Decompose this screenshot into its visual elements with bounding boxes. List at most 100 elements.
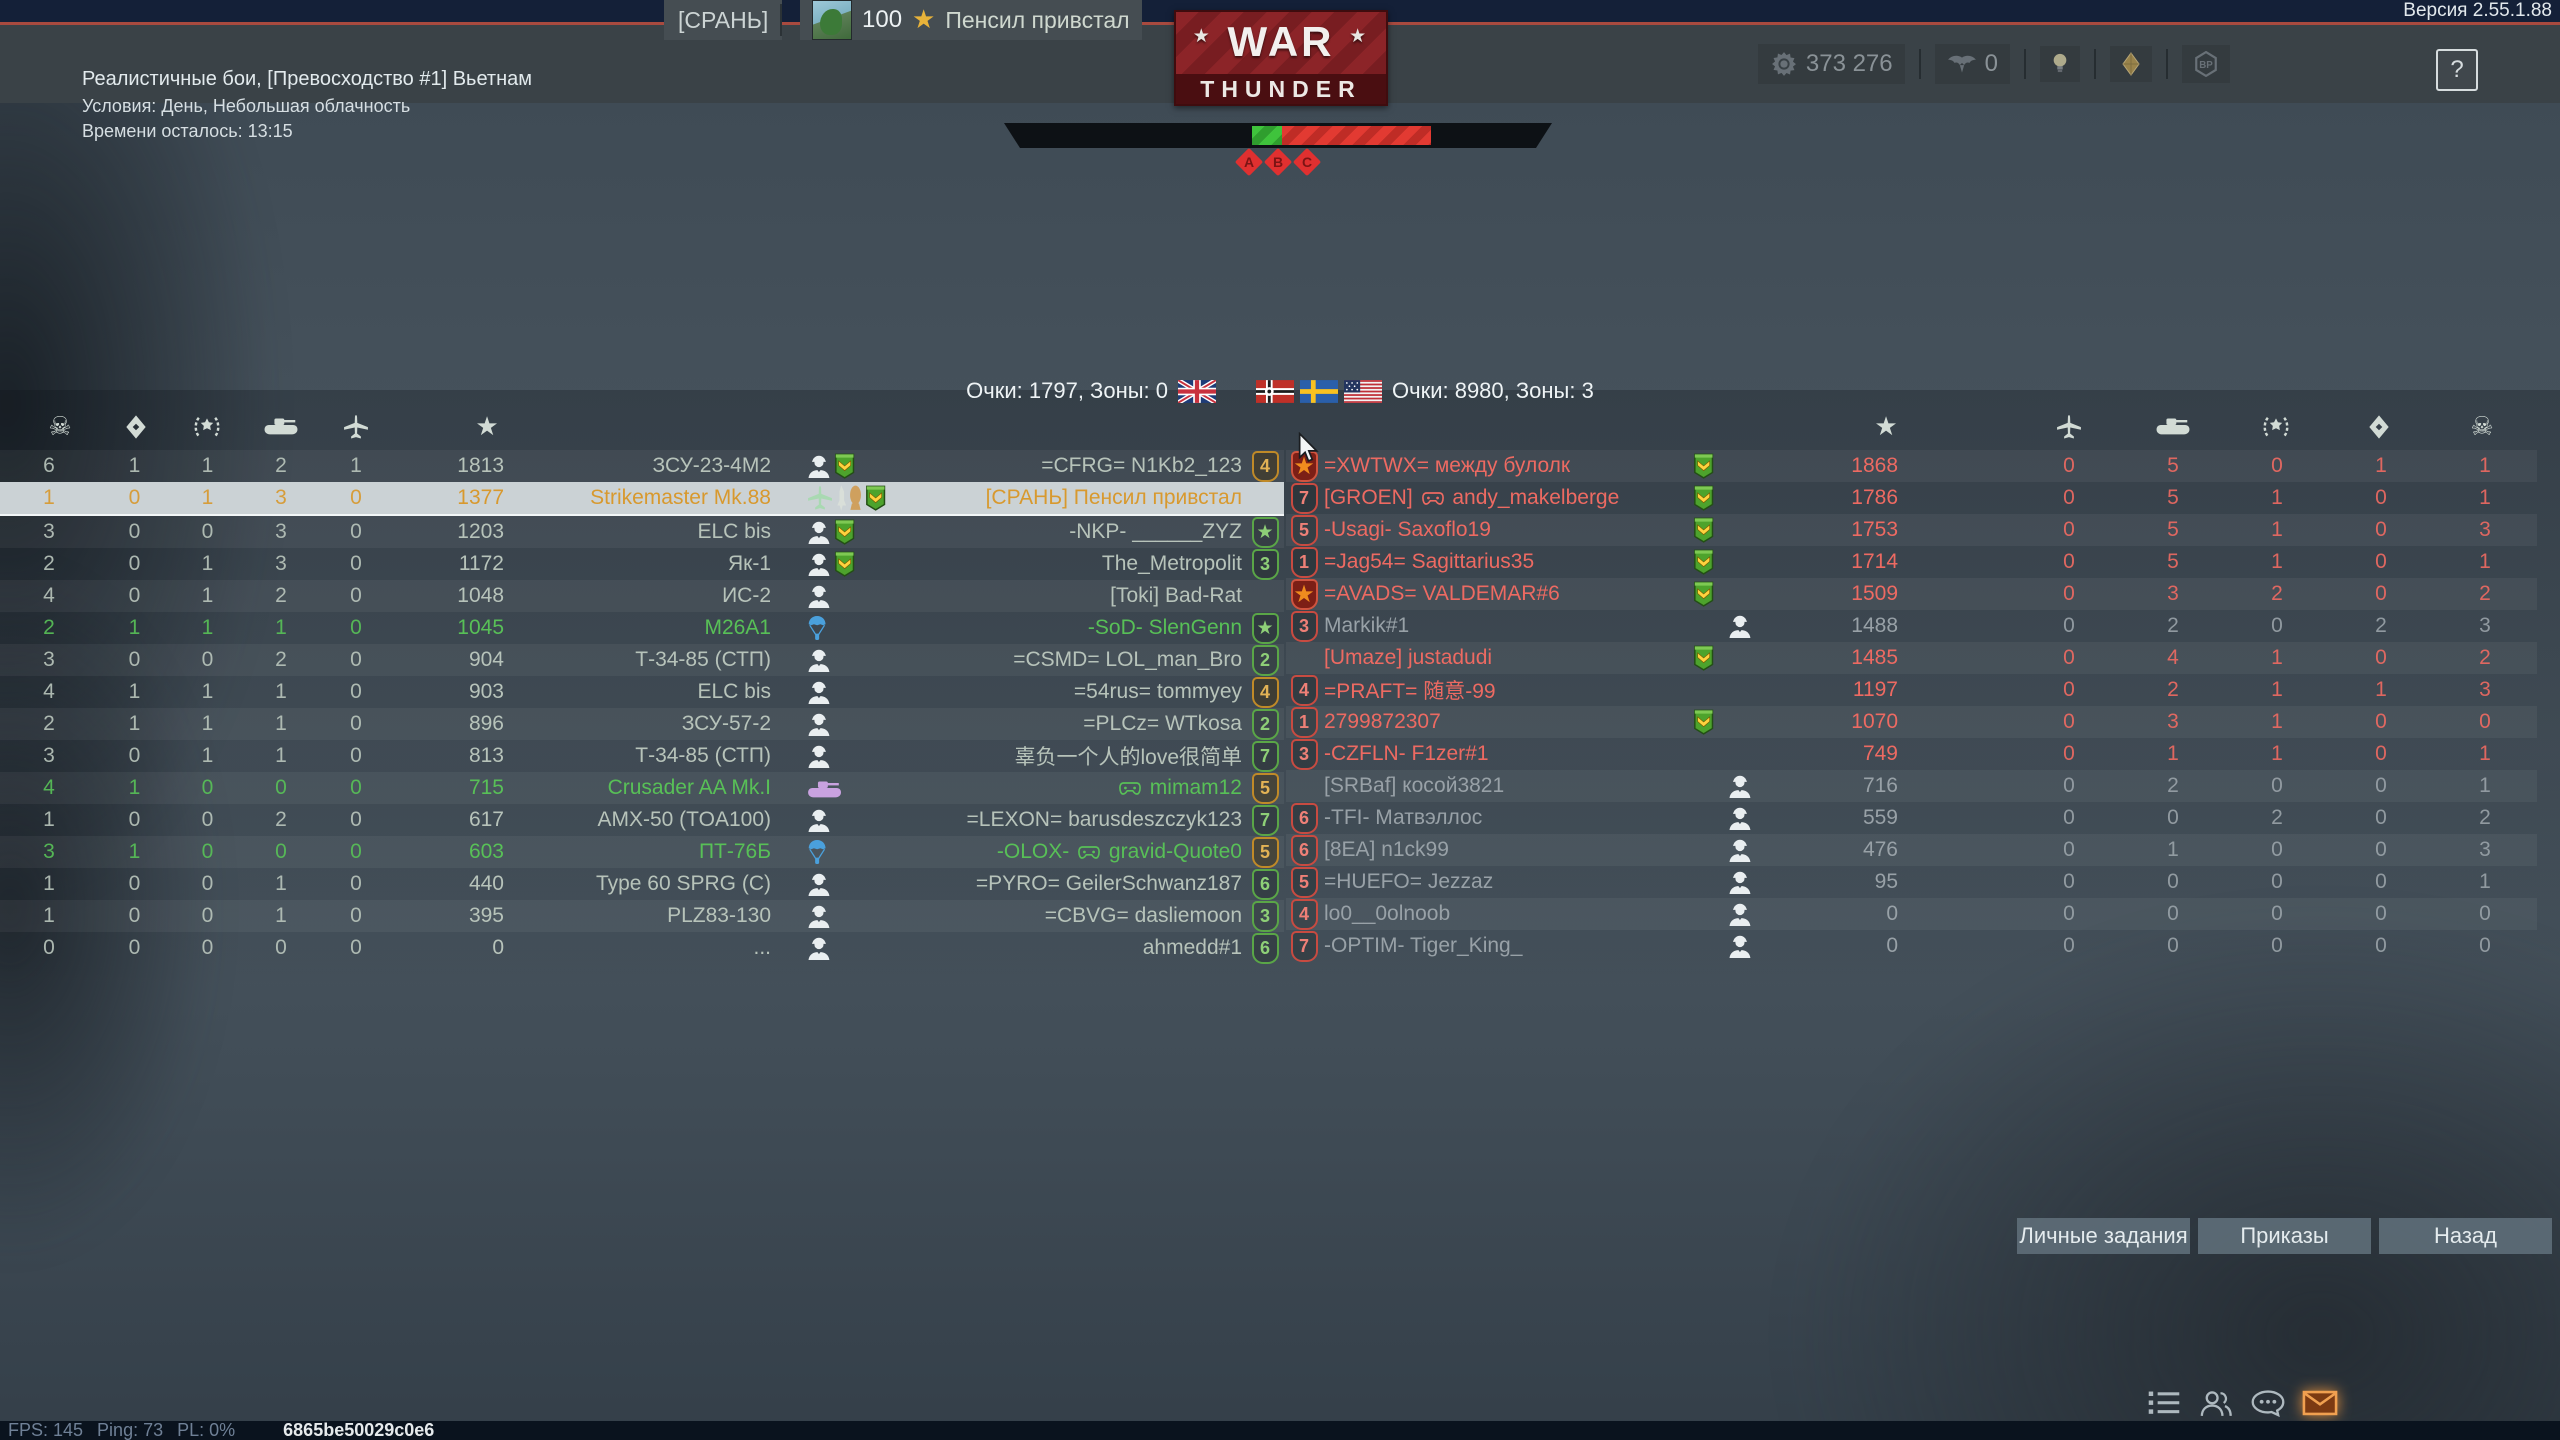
player-name[interactable]: -NKP- ______ZYZ <box>1069 520 1242 543</box>
ally-row[interactable]: 4 0 1 2 0 1048 ИС-2 [Toki] Bad-Rat <box>0 580 1284 612</box>
player-name[interactable]: =54rus= tommyey <box>1073 680 1242 703</box>
ally-row[interactable]: 4 1 1 1 0 903 ELC bis =54rus= tommyey 4 <box>0 676 1284 708</box>
battle-log-button[interactable] <box>2146 1385 2182 1421</box>
ground-kills-value: 5 <box>2167 518 2179 541</box>
player-name[interactable]: =XWTWX= между булолк <box>1324 454 1571 477</box>
enemy-row[interactable]: 6 [8EA] n1ck99 476 0 1 0 0 3 <box>1286 834 2537 866</box>
enemy-row[interactable]: ★ =AVADS= VALDEMAR#6 1509 0 3 2 0 2 <box>1286 578 2537 610</box>
clan-tag[interactable]: [СРАНЬ] <box>664 0 783 40</box>
ally-row[interactable]: 1 0 0 2 0 617 AMX-50 (TOA100) =LEXON= barusd… <box>0 804 1284 836</box>
player-name[interactable]: =PYRO= GeilerSchwanz187 <box>975 872 1242 895</box>
logo-star-left-icon: ★ <box>1192 25 1213 47</box>
silver-lions-balance[interactable]: 373 276 <box>1757 44 1905 84</box>
player-name[interactable]: =LEXON= barusdeszczyk123 <box>966 808 1242 831</box>
ally-row[interactable]: 3 1 0 0 0 603 ПТ-76Б -OLOX- gravid-Quote0 5 <box>0 836 1284 868</box>
currency-separator <box>1918 49 1921 79</box>
ally-row[interactable]: 1 0 1 3 0 1377 Strikemaster Mk.88 [СРАНЬ] Пе… <box>0 482 1284 516</box>
score-value: 0 <box>492 936 504 959</box>
parachute-icon <box>807 615 827 641</box>
player-name[interactable]: =CFRG= N1Kb2_123 <box>1041 454 1242 477</box>
rocket-icon <box>836 485 847 511</box>
enemy-row[interactable]: 1 2799872307 1070 0 3 1 0 0 <box>1286 706 2537 738</box>
back-button[interactable]: Назад <box>2379 1218 2552 1254</box>
enemy-row[interactable]: ★ =XWTWX= между булолк 1868 0 5 0 1 1 <box>1286 450 2537 482</box>
player-name[interactable]: lo0__0olnoob <box>1324 902 1451 925</box>
player-name[interactable]: =CSMD= LOL_man_Bro <box>1013 648 1242 671</box>
premium-gem[interactable] <box>2110 46 2152 82</box>
player-name[interactable]: =AVADS= VALDEMAR#6 <box>1324 582 1560 605</box>
ally-row[interactable]: 6 1 1 2 1 1813 ЗСУ-23-4М2 =CFRG= N1Kb2_123 4 <box>0 450 1284 482</box>
enemy-row[interactable]: [SRBaf] косой3821 716 0 2 0 0 1 <box>1286 770 2537 802</box>
orders-button[interactable]: Приказы <box>2198 1218 2371 1254</box>
enemy-row[interactable]: 4 lo0__0olnoob 0 0 0 0 0 0 <box>1286 898 2537 930</box>
player-name[interactable]: [SRBaf] косой3821 <box>1324 774 1505 797</box>
assists-value: 0 <box>2271 838 2283 861</box>
contacts-button[interactable] <box>2198 1385 2234 1421</box>
player-name[interactable]: -OPTIM- Tiger_King_ <box>1324 934 1523 957</box>
ally-row[interactable]: 2 1 1 1 0 1045 M26A1 -SoD- SlenGenn ★ <box>0 612 1284 644</box>
background-hill <box>1780 900 2560 1440</box>
player-name[interactable]: -Usagi- Saxoflo19 <box>1324 518 1491 541</box>
player-name[interactable]: Markik#1 <box>1324 614 1410 637</box>
player-name[interactable]: =PRAFT= 随意-99 <box>1324 680 1496 703</box>
ally-row[interactable]: 0 0 0 0 0 0 ... ahmedd#1 6 <box>0 932 1284 964</box>
enemy-row[interactable]: [Umaze] justadudi 1485 0 4 1 0 2 <box>1286 642 2537 674</box>
player-name[interactable]: 2799872307 <box>1324 710 1441 733</box>
player-name[interactable]: The_Metropolit <box>1101 552 1242 575</box>
enemy-row[interactable]: 3 Markik#1 1488 0 2 0 2 3 <box>1286 610 2537 642</box>
player-name[interactable]: [Toki] Bad-Rat <box>1110 584 1242 607</box>
chat-button[interactable] <box>2250 1385 2286 1421</box>
deaths-value: 3 <box>43 520 55 543</box>
enemy-row[interactable]: 4 =PRAFT= 随意-99 1197 0 2 1 1 3 <box>1286 674 2537 706</box>
player-name[interactable]: 辜负一个人的love很简单 <box>1014 746 1242 769</box>
ally-row[interactable]: 2 0 1 3 0 1172 Як-1 The_Metropolit 3 <box>0 548 1284 580</box>
ally-row[interactable]: 2 1 1 1 0 896 ЗСУ-57-2 =PLCz= WTkosa 2 <box>0 708 1284 740</box>
air-kills-value: 0 <box>2063 550 2075 573</box>
personal-tasks-button[interactable]: Личные задания <box>2017 1218 2190 1254</box>
enemy-row[interactable]: 6 -TFI- Матвэллос 559 0 0 2 0 2 <box>1286 802 2537 834</box>
ally-row[interactable]: 1 0 0 1 0 395 PLZ83-130 =CBVG= dasliemoon 3 <box>0 900 1284 932</box>
ally-row[interactable]: 3 0 0 2 0 904 Т-34-85 (СТП) =CSMD= LOL_man_B… <box>0 644 1284 676</box>
player-name[interactable]: -OLOX- gravid-Quote0 <box>996 840 1242 863</box>
player-profile[interactable]: 100 ★ Пенсил привстал <box>800 0 1142 40</box>
ally-row[interactable]: 4 1 0 0 0 715 Crusader AA Mk.I mimam12 5 <box>0 772 1284 804</box>
player-name[interactable]: =PLCz= WTkosa <box>1083 712 1242 735</box>
player-name[interactable]: [СРАНЬ] Пенсил привстал <box>985 486 1242 509</box>
ground-kills-value: 2 <box>275 454 287 477</box>
player-name[interactable]: =CBVG= dasliemoon <box>1044 904 1242 927</box>
mail-button[interactable] <box>2302 1385 2338 1421</box>
player-name[interactable]: =Jag54= Sagittarius35 <box>1324 550 1535 573</box>
assists-value: 0 <box>2271 774 2283 797</box>
enemy-row[interactable]: 5 =HUEFO= Jezzaz 95 0 0 0 0 1 <box>1286 866 2537 898</box>
status-icons <box>779 453 879 479</box>
player-name[interactable]: [Umaze] justadudi <box>1324 646 1493 669</box>
prestige-badge: 5 <box>1251 836 1279 868</box>
player-name[interactable]: [8EA] n1ck99 <box>1324 838 1449 861</box>
prestige-badge: 4 <box>1251 676 1279 708</box>
help-button[interactable]: ? <box>2436 49 2478 91</box>
research-points[interactable] <box>2040 46 2080 82</box>
enemies-table: ★ =XWTWX= между булолк 1868 0 5 0 1 1 7 [GRO… <box>1286 450 2537 962</box>
player-name[interactable]: [GROEN] andy_makelberge <box>1324 486 1620 509</box>
captures-value: 0 <box>2375 902 2387 925</box>
player-name[interactable]: -SoD- SlenGenn <box>1087 616 1242 639</box>
ally-row[interactable]: 1 0 0 1 0 440 Type 60 SPRG (C) =PYRO= Geiler… <box>0 868 1284 900</box>
player-name[interactable]: -CZFLN- F1zer#1 <box>1324 742 1489 765</box>
battle-pass[interactable]: BP <box>2182 45 2230 83</box>
ally-row[interactable]: 3 0 0 3 0 1203 ELC bis -NKP- ______ZYZ ★ <box>0 516 1284 548</box>
player-name[interactable]: ahmedd#1 <box>1142 936 1242 959</box>
ground-kills-value: 0 <box>2167 870 2179 893</box>
golden-eagles-balance[interactable]: 0 <box>1934 44 2010 84</box>
player-name[interactable]: -TFI- Матвэллос <box>1324 806 1483 829</box>
enemy-row[interactable]: 3 -CZFLN- F1zer#1 749 0 1 1 0 1 <box>1286 738 2537 770</box>
enemy-row[interactable]: 7 -OPTIM- Tiger_King_ 0 0 0 0 0 0 <box>1286 930 2537 962</box>
player-name[interactable]: mimam12 <box>879 776 1246 800</box>
status-icons <box>1690 773 1760 799</box>
player-avatar[interactable] <box>812 0 852 40</box>
ally-row[interactable]: 3 0 1 1 0 813 Т-34-85 (СТП) 辜负一个人的love很简单 7 <box>0 740 1284 772</box>
player-name[interactable]: =HUEFO= Jezzaz <box>1324 870 1494 893</box>
score-value: 1509 <box>1851 582 1898 605</box>
